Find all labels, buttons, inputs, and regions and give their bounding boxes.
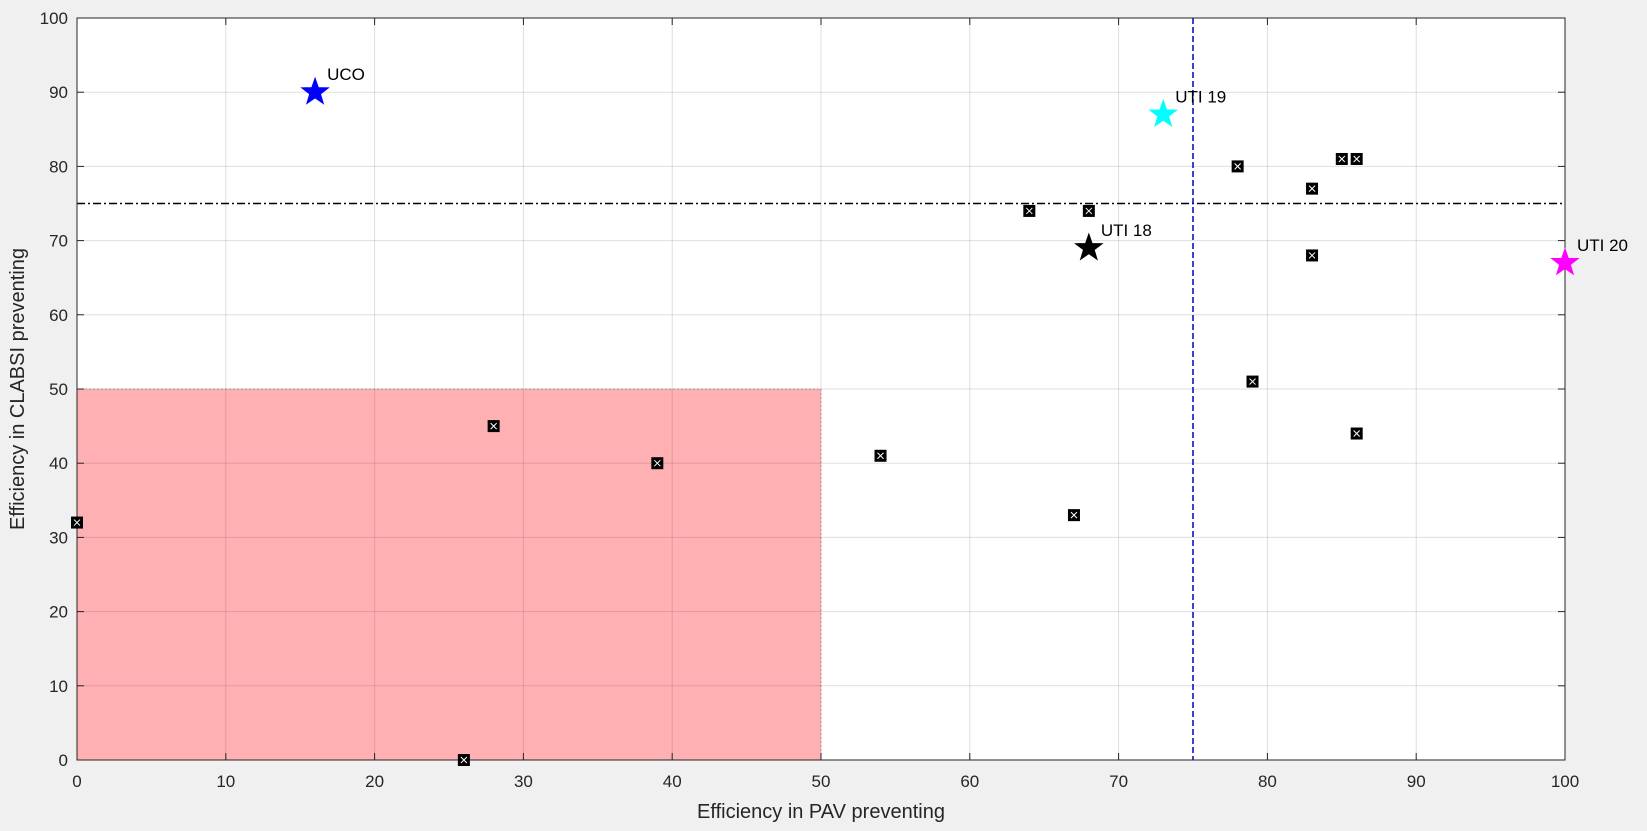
scatter-point (1335, 152, 1348, 165)
point-cross-b (1353, 155, 1361, 163)
scatter-point (1067, 509, 1080, 522)
x-tick-label: 0 (72, 772, 81, 791)
point-cross-b (1308, 185, 1316, 193)
y-tick-label: 80 (49, 157, 68, 176)
x-axis-title: Efficiency in PAV preventing (697, 801, 945, 823)
point-cross-b (1353, 430, 1361, 437)
star-marker-uti-20 (1550, 247, 1580, 276)
scatter-point (1306, 249, 1319, 262)
threshold-lines (77, 18, 1565, 760)
x-tick-label: 20 (365, 772, 384, 791)
y-tick-label: 40 (49, 454, 68, 473)
point-cross-b (1070, 511, 1078, 519)
star-marker-uti-19 (1148, 98, 1178, 128)
point-cross-b (460, 756, 468, 764)
star-label-uti-18: UTI 18 (1101, 221, 1152, 240)
scatter-point (1306, 182, 1319, 195)
x-tick-label: 40 (663, 772, 682, 791)
y-tick-label: 90 (49, 83, 68, 102)
y-tick-label: 60 (49, 306, 68, 325)
x-tick-label: 10 (216, 772, 235, 791)
x-tick-label: 50 (812, 772, 831, 791)
x-tick-label: 90 (1407, 772, 1426, 791)
labeled-points: UCO UTI 19 UTI 18 UTI 20 (300, 65, 1628, 276)
x-tick-label: 80 (1258, 772, 1277, 791)
star-label-uco: UCO (327, 65, 365, 84)
y-tick-label: 10 (49, 677, 68, 696)
point-cross-b (653, 459, 661, 467)
x-tick-label: 30 (514, 772, 533, 791)
x-tick-label: 100 (1551, 772, 1579, 791)
point-cross-b (877, 452, 884, 460)
scatter-point (1246, 375, 1259, 388)
scatter-point (1023, 204, 1036, 217)
y-tick-label: 70 (49, 232, 68, 251)
star-label-uti-19: UTI 19 (1175, 87, 1226, 106)
scatter-point (71, 516, 83, 529)
scatter-point (457, 754, 470, 766)
y-tick-label: 100 (40, 9, 68, 28)
marker-points (71, 152, 1363, 766)
x-axis: 0 10 20 30 40 50 60 70 80 90 100 (72, 18, 1579, 791)
scatter-point (651, 457, 664, 470)
point-cross-b (1308, 252, 1316, 259)
scatter-point (1350, 152, 1363, 165)
scatter-point (1082, 204, 1095, 217)
y-tick-label: 0 (59, 751, 68, 770)
star-marker-uti-18 (1074, 232, 1104, 261)
point-cross-b (490, 422, 497, 430)
star-label-uti-20: UTI 20 (1577, 236, 1628, 255)
x-tick-label: 70 (1109, 772, 1128, 791)
y-tick-label: 50 (49, 380, 68, 399)
scatter-point (874, 449, 887, 462)
point-cross-b (1249, 378, 1256, 385)
y-axis: 0 10 20 30 40 50 60 70 80 90 100 (40, 9, 1565, 770)
shaded-region (76, 388, 822, 761)
y-axis-title: Efficiency in CLABSI preventing (7, 248, 29, 530)
scatter-point (1231, 160, 1244, 173)
star-marker-uco (300, 76, 330, 105)
scatter-point (487, 420, 500, 433)
x-tick-label: 60 (960, 772, 979, 791)
point-cross-b (73, 519, 81, 526)
y-tick-label: 20 (49, 603, 68, 622)
scatter-point (1350, 427, 1363, 440)
point-cross-b (1338, 155, 1346, 163)
point-cross-b (1025, 207, 1033, 215)
point-cross-b (1085, 207, 1093, 215)
point-cross-b (1234, 163, 1241, 170)
y-tick-label: 30 (49, 528, 68, 547)
